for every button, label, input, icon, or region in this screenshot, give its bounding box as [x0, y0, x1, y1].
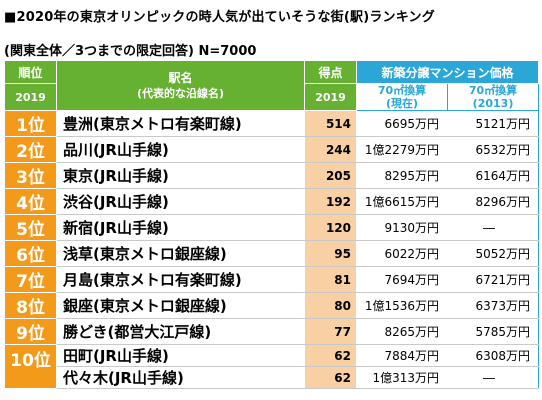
table-row: 10位 田町(JR山手線) 62 7884万円 6308万円 [4, 344, 540, 389]
rank-cell: 1位 [4, 110, 57, 137]
price-past-cell: 5785万円 [446, 318, 540, 345]
station-cell: 東京(JR山手線) [56, 162, 305, 189]
header-price-past-line1: 70㎡換算 [468, 84, 518, 97]
station-cell: 豊洲(東京メトロ有楽町線) [56, 110, 305, 137]
header-price-past-line2: (2013) [472, 97, 514, 110]
score-cell: 120 [304, 214, 357, 241]
price-past-cell: ― [446, 214, 540, 241]
station-cell: 勝どき(都営大江戸線) [56, 318, 305, 345]
rank-cell: 10位 [4, 344, 57, 389]
header-score: 得点 [304, 60, 357, 84]
rank-cell: 3位 [4, 162, 57, 189]
price-now-cell: 1億6615万円 [356, 188, 448, 215]
rank-cell: 2位 [4, 136, 57, 163]
rank-cell: 7位 [4, 266, 57, 293]
price-now-cell: 6022万円 [356, 240, 448, 267]
station-cell: 渋谷(JR山手線) [56, 188, 305, 215]
station-cell: 月島(東京メトロ有楽町線) [56, 266, 305, 293]
price-now-cell: 8295万円 [356, 162, 448, 189]
header-price-now: 70㎡換算 (現在) [356, 83, 448, 111]
rank-cell: 8位 [4, 292, 57, 319]
price-now-cell: 1億1536万円 [356, 292, 448, 319]
price-past-cell: 5052万円 [446, 240, 540, 267]
price-now-cell: 9130万円 [356, 214, 448, 241]
station-cell: 代々木(JR山手線) [56, 366, 305, 389]
price-past-cell: 6532万円 [446, 136, 540, 163]
price-past-cell: ― [446, 366, 540, 389]
score-cell: 80 [304, 292, 357, 319]
header-station-sub: (代表的な沿線名) [136, 86, 225, 100]
table-row: 5位 新宿(JR山手線) 120 9130万円 ― [4, 214, 540, 241]
rank-cell: 5位 [4, 214, 57, 241]
price-now-cell: 7884万円 [356, 344, 448, 367]
table-row: 7位 月島(東京メトロ有楽町線) 81 7694万円 6721万円 [4, 266, 540, 293]
header-price-now-line2: (現在) [385, 97, 419, 110]
score-cell: 205 [304, 162, 357, 189]
header-station-name: 駅名 [168, 70, 193, 85]
page-title: ■2020年の東京オリンピックの時人気が出ていそうな街(駅)ランキング [4, 10, 435, 25]
price-now-cell: 7694万円 [356, 266, 448, 293]
table-row: 3位 東京(JR山手線) 205 8295万円 6164万円 [4, 162, 540, 189]
table-row: 4位 渋谷(JR山手線) 192 1億6615万円 8296万円 [4, 188, 540, 215]
header-rank: 順位 [4, 60, 57, 84]
header-score-year: 2019 [304, 83, 357, 111]
price-past-cell: 8296万円 [446, 188, 540, 215]
price-now-cell: 1億313万円 [356, 366, 448, 389]
header-price-now-line1: 70㎡換算 [377, 84, 427, 97]
table-row: 8位 銀座(東京メトロ銀座線) 80 1億1536万円 6373万円 [4, 292, 540, 319]
price-past-cell: 6373万円 [446, 292, 540, 319]
score-cell: 62 [304, 366, 357, 389]
table-row: 2位 品川(JR山手線) 244 1億2279万円 6532万円 [4, 136, 540, 163]
ranking-table: 順位 駅名 (代表的な沿線名) 得点 新築分譲マンション価格 2019 2019… [4, 60, 540, 389]
station-cell: 新宿(JR山手線) [56, 214, 305, 241]
score-cell: 81 [304, 266, 357, 293]
table-row: 1位 豊洲(東京メトロ有楽町線) 514 6695万円 5121万円 [4, 110, 540, 137]
price-past-cell: 6721万円 [446, 266, 540, 293]
score-cell: 192 [304, 188, 357, 215]
header-station: 駅名 (代表的な沿線名) [56, 60, 305, 111]
price-now-cell: 1億2279万円 [356, 136, 448, 163]
rank-cell: 9位 [4, 318, 57, 345]
station-cell: 銀座(東京メトロ銀座線) [56, 292, 305, 319]
table-row: 6位 浅草(東京メトロ銀座線) 95 6022万円 5052万円 [4, 240, 540, 267]
score-cell: 62 [304, 344, 357, 367]
header-rank-year: 2019 [4, 83, 57, 111]
station-cell: 田町(JR山手線) [56, 344, 305, 367]
score-cell: 95 [304, 240, 357, 267]
station-cell: 品川(JR山手線) [56, 136, 305, 163]
header-price: 新築分譲マンション価格 [355, 60, 540, 84]
score-cell: 77 [304, 318, 357, 345]
score-cell: 244 [304, 136, 357, 163]
score-cell: 514 [304, 110, 357, 137]
table-row: 代々木(JR山手線) 62 1億313万円 ― [5, 366, 540, 389]
rank-cell: 4位 [4, 188, 57, 215]
station-cell: 浅草(東京メトロ銀座線) [56, 240, 305, 267]
price-now-cell: 8265万円 [356, 318, 448, 345]
rank-cell: 6位 [4, 240, 57, 267]
table-row: 9位 勝どき(都営大江戸線) 77 8265万円 5785万円 [4, 318, 540, 345]
header-price-past: 70㎡換算 (2013) [446, 83, 540, 111]
page-subtitle: (関東全体／3つまでの限定回答) N=7000 [4, 44, 257, 59]
price-now-cell: 6695万円 [356, 110, 448, 137]
price-past-cell: 6308万円 [446, 344, 540, 367]
price-past-cell: 5121万円 [446, 110, 540, 137]
price-past-cell: 6164万円 [446, 162, 540, 189]
